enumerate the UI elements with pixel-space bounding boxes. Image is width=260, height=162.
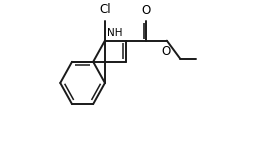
Text: O: O [142,4,151,17]
Text: NH: NH [107,28,122,38]
Text: Cl: Cl [99,3,111,16]
Text: O: O [161,45,171,58]
